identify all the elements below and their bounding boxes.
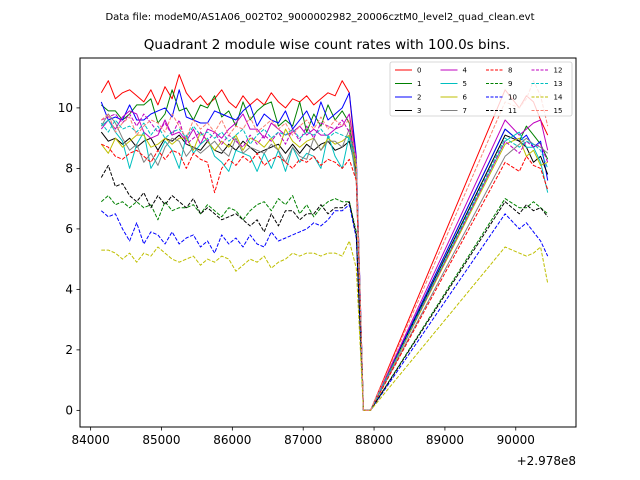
series-line-11 bbox=[100, 164, 549, 411]
legend-label-10: 10 bbox=[508, 94, 517, 102]
x-tick-label: 85000 bbox=[142, 433, 180, 447]
legend-label-14: 14 bbox=[554, 94, 563, 102]
legend-label-11: 11 bbox=[508, 107, 517, 115]
y-tick-label: 8 bbox=[65, 162, 73, 176]
series-line-15 bbox=[100, 80, 549, 411]
legend-label-12: 12 bbox=[554, 67, 563, 75]
legend-label-4: 4 bbox=[463, 67, 468, 75]
y-tick-label: 2 bbox=[65, 343, 73, 357]
chart-suptitle: Data file: modeM0/AS1A06_002T02_90000029… bbox=[105, 12, 534, 23]
series-line-10 bbox=[100, 204, 549, 411]
series-line-13 bbox=[100, 119, 549, 411]
legend-label-5: 5 bbox=[463, 80, 467, 88]
x-tick-label: 89000 bbox=[426, 433, 464, 447]
legend-label-13: 13 bbox=[554, 80, 563, 88]
legend-label-2: 2 bbox=[417, 94, 421, 102]
legend-label-9: 9 bbox=[508, 80, 512, 88]
x-tick-label: 88000 bbox=[355, 433, 393, 447]
x-tick-label: 87000 bbox=[284, 433, 322, 447]
series-line-14 bbox=[101, 240, 549, 411]
legend-box bbox=[389, 61, 573, 117]
x-offset-label: +2.978e8 bbox=[517, 454, 576, 468]
x-tick-label: 86000 bbox=[213, 433, 251, 447]
x-tick-label: 90000 bbox=[497, 433, 535, 447]
chart-title: Quadrant 2 module wise count rates with … bbox=[144, 37, 510, 53]
legend-label-3: 3 bbox=[417, 107, 421, 115]
y-tick-label: 6 bbox=[65, 222, 73, 236]
legend-label-7: 7 bbox=[463, 107, 467, 115]
legend-label-8: 8 bbox=[508, 67, 512, 75]
y-tick-label: 10 bbox=[58, 101, 73, 115]
y-tick-label: 4 bbox=[65, 283, 73, 297]
legend-label-1: 1 bbox=[417, 80, 421, 88]
plot-frame bbox=[79, 57, 577, 428]
legend-label-6: 6 bbox=[463, 94, 468, 102]
y-tick-label: 0 bbox=[65, 404, 73, 418]
legend-label-0: 0 bbox=[417, 67, 421, 75]
legend-label-15: 15 bbox=[554, 107, 563, 115]
x-tick-label: 84000 bbox=[72, 433, 110, 447]
series-layer bbox=[100, 74, 549, 411]
axes-layer: 84000 85000 86000 87000 88000 89000 90000 0 2 4 6 8… bbox=[58, 101, 535, 447]
